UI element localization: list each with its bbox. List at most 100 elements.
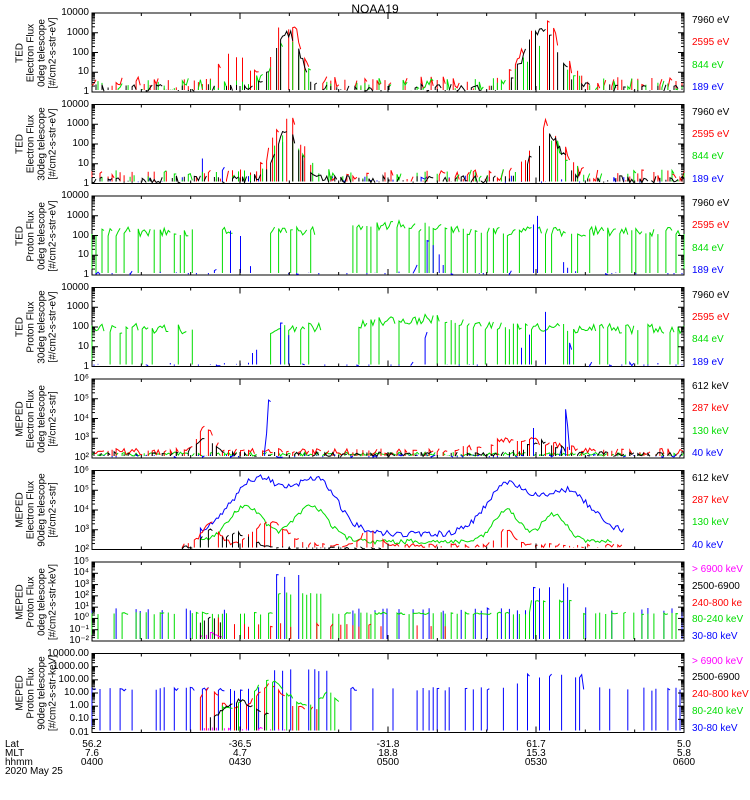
panel-ted-proton-30deg [91, 287, 685, 368]
legend-entry: > 6900 keV [692, 564, 743, 575]
series-trace-green [221, 679, 340, 731]
y-axis-title-line: Proton Flux [25, 667, 36, 719]
panel-meped-proton-0deg [91, 561, 685, 642]
y-tick-label: 10000 [61, 190, 89, 201]
panel-frame [91, 12, 685, 93]
x-tick-time: 0500 [376, 756, 400, 768]
legend-entry: 2595 eV [692, 220, 730, 232]
series-trace-blue [93, 311, 683, 368]
series-trace-red [91, 117, 685, 183]
series-trace-green [91, 313, 685, 365]
panel-frame [91, 653, 685, 733]
y-tick-label: 0.10 [69, 713, 89, 725]
x-tick-mlt: 5.8 [677, 747, 691, 759]
y-axis-title-line: 30deg telescope [36, 107, 47, 181]
series-trace-green [91, 219, 685, 273]
y-tick-label: 0.01 [69, 726, 89, 738]
y-tick-label: 10⁵ [73, 484, 89, 496]
x-tick-time: 0600 [672, 756, 696, 768]
y-axis-title-line: Proton Flux [25, 301, 36, 353]
x-tick-lat: 61.7 [526, 738, 546, 750]
panel-ted-electron-0deg [91, 12, 685, 93]
x-tick-mlt: 18.8 [378, 747, 398, 759]
y-tick-label: 10⁵ [73, 556, 89, 567]
legend-entry: 189 eV [692, 265, 724, 276]
y-tick-label: 1 [83, 360, 89, 372]
y-tick-label: 100 [72, 138, 89, 149]
y-axis-title-line: Proton Flux [25, 209, 36, 262]
panel-frame [91, 378, 685, 459]
series-trace-magenta [203, 726, 286, 731]
y-axis-title: TED Proton Flux 0deg telescope [#/cm2-s-str… [14, 196, 58, 275]
legend-entry: 80-240 keV [692, 614, 744, 626]
y-axis-title-line: TED [14, 134, 25, 154]
y-axis-title-line: 0deg telescope [36, 201, 47, 270]
y-tick-label: 1.00 [69, 700, 89, 712]
y-tick-label: 1000 [66, 118, 89, 130]
x-row-label: hhmm [5, 756, 33, 768]
x-tick-mlt: 7.6 [85, 747, 99, 759]
y-axis-title: TED Electron Flux 0deg telescope [#/cm2-s-s… [14, 13, 58, 92]
series-trace-blue [95, 215, 683, 277]
series-trace-blue [91, 669, 681, 731]
legend-entry: 2595 eV [692, 311, 730, 323]
panel-ted-electron-30deg [91, 104, 685, 185]
y-axis-title-line: Electron Flux [25, 480, 36, 540]
legend-entry: 189 eV [692, 173, 724, 185]
y-tick-label: 1000 [66, 301, 89, 313]
y-axis-title-line: Proton Flux [25, 575, 36, 628]
y-tick-label: 10000 [61, 98, 89, 110]
y-axis-title-line: Electron Flux [25, 23, 36, 82]
x-tick-time: 0400 [80, 756, 104, 768]
panel-meped-proton-90deg [91, 653, 685, 733]
y-tick-label: 10 [77, 157, 89, 169]
y-tick-label: 10000 [61, 7, 89, 18]
series-trace-blue [109, 142, 667, 183]
legend-entry: 844 eV [692, 334, 724, 346]
y-axis-title: TED Electron Flux 30deg telescope [#/cm2-s-… [14, 105, 58, 184]
legend-entry: 30-80 keV [692, 722, 738, 734]
y-axis-title: MEPED Electron Flux 0deg telescope [#/cm2-s… [14, 379, 58, 458]
legend-entry: 7960 eV [692, 15, 730, 26]
y-tick-label: 10³ [74, 523, 89, 535]
legend-entry: 189 eV [692, 82, 724, 93]
y-tick-label: 10 [77, 249, 89, 261]
y-tick-label: 10² [74, 589, 89, 601]
x-tick-time: 0530 [524, 756, 548, 768]
legend-entry: 240-800 keV [692, 689, 749, 700]
legend-entry: 40 keV [692, 539, 724, 551]
y-axis-title-line: 90deg telescope [36, 656, 47, 730]
y-axis-title-line: 0deg telescope [36, 18, 47, 87]
legend-entry: 287 keV [692, 403, 729, 415]
y-tick-label: 100 [72, 321, 89, 332]
legend-entry: 2595 eV [692, 128, 730, 140]
panel-meped-electron-90deg [91, 470, 685, 551]
y-tick-label: 10³ [74, 578, 89, 590]
series-trace-black [199, 616, 221, 639]
legend-entry: 844 eV [692, 151, 724, 163]
panel-meped-electron-0deg [91, 378, 685, 459]
panel-frame [91, 287, 685, 367]
y-tick-label: 100 [72, 46, 89, 58]
y-tick-label: 100.00 [58, 673, 89, 685]
legend-entry: 240-800 ke [692, 597, 743, 609]
y-axis-title: MEPED Electron Flux 90deg telescope [#/cm2-… [14, 471, 58, 550]
series-trace-blue [103, 399, 681, 459]
y-axis-title-line: 30deg telescope [36, 290, 47, 364]
x-tick-mlt: 4.7 [233, 747, 247, 759]
panel-frame [91, 104, 685, 184]
x-tick-time: 0430 [228, 756, 252, 768]
series-trace-black [209, 698, 269, 731]
x-tick-lat: 5.0 [677, 738, 691, 750]
y-axis-title-line: TED [14, 42, 25, 63]
y-axis-title-line: [#/cm2-s-str-eV] [47, 16, 58, 89]
series-trace-black [91, 130, 685, 185]
y-tick-label: 1 [83, 269, 89, 280]
series-trace-red [217, 617, 446, 639]
y-tick-label: 10³ [74, 432, 89, 444]
panel-frame [91, 470, 685, 550]
y-tick-label: 1000.00 [52, 660, 89, 672]
legend-entry: 612 keV [692, 381, 729, 392]
series-trace-black [91, 28, 683, 93]
y-tick-label: 10⁶ [73, 373, 89, 384]
